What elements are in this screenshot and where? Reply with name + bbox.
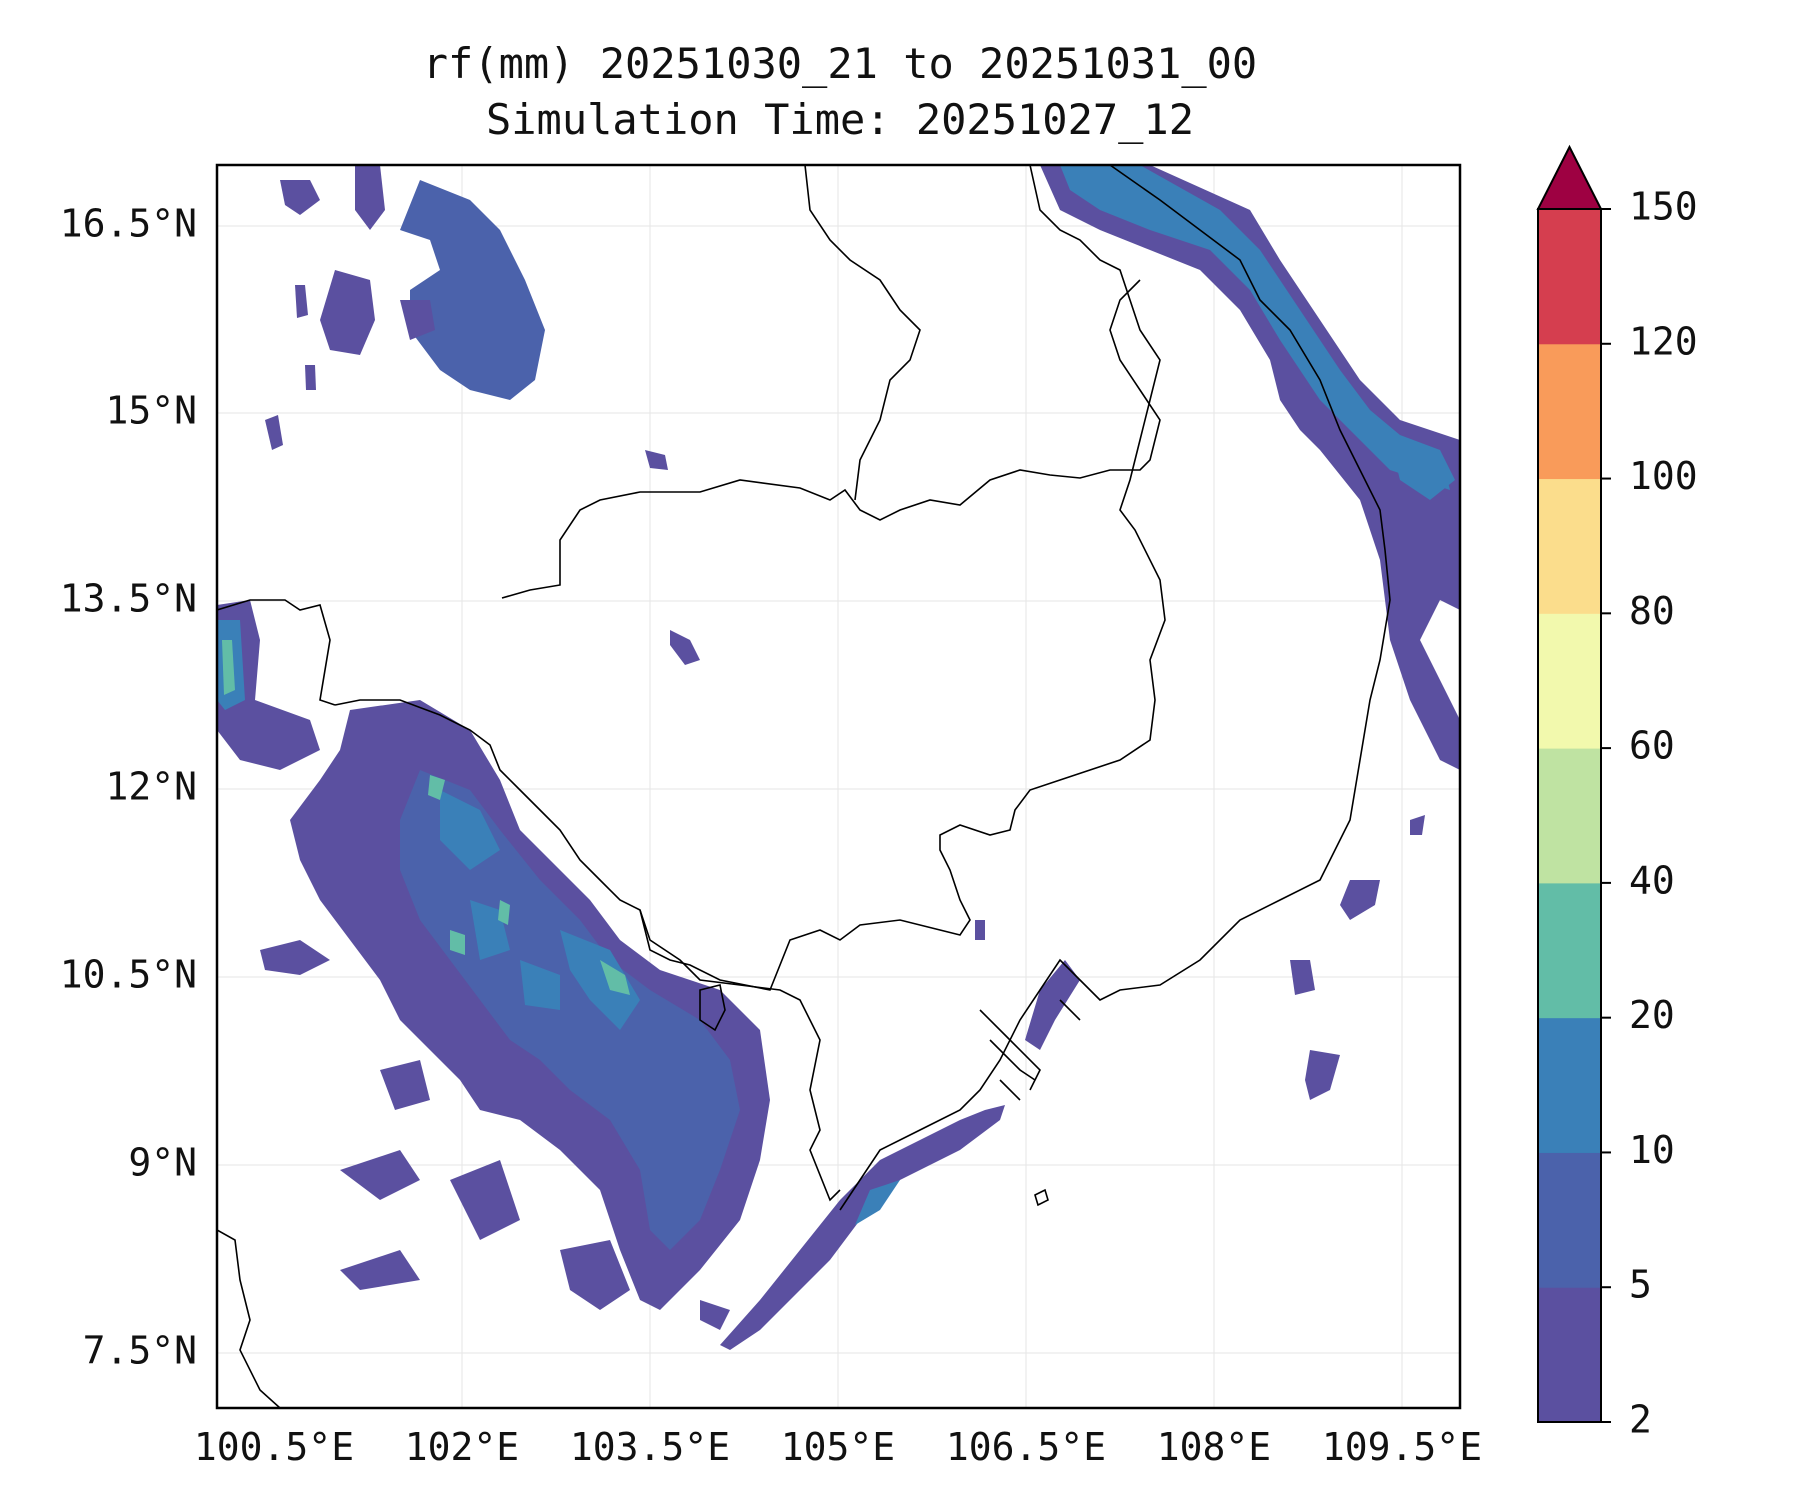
colorbar-tick-label: 80 — [1629, 589, 1675, 633]
rain-area-gulf-inner — [440, 790, 640, 1030]
coastlines-borders — [217, 165, 1391, 1408]
colorbar: 2 5 10 20 40 60 80 100 120 150 — [1536, 144, 1698, 1442]
rain-area-east-2 — [1290, 960, 1315, 995]
colorbar-band — [1538, 748, 1601, 884]
rain-area-nw-3 — [280, 180, 320, 215]
lon-tick-labels: 100.5°E 102°E 103.5°E 105°E 106.5°E 108°… — [194, 1425, 1482, 1469]
colorbar-extend-arrow — [1536, 144, 1603, 210]
map-frame — [215, 163, 1462, 1410]
thailand-west-coast — [217, 599, 336, 706]
malay-peninsula-coast — [217, 1229, 281, 1408]
lat-tick-label: 15°N — [105, 389, 197, 433]
colorbar-band — [1538, 343, 1601, 480]
rainfall-contours — [217, 165, 1460, 1350]
map-panel — [215, 163, 1462, 1410]
gridlines — [217, 165, 1460, 1408]
figure-title-line1: rf(mm) 20251030_21 to 20251031_00 — [423, 39, 1257, 88]
colorbar-band — [1538, 209, 1601, 345]
colorbar-bands — [1538, 209, 1601, 1423]
rain-area-inland-3 — [975, 920, 985, 940]
rain-area-gulf-mid — [400, 770, 740, 1250]
lat-tick-label: 7.5°N — [83, 1329, 197, 1373]
colorbar-band — [1538, 882, 1601, 1019]
rain-area-nw-2 — [320, 270, 375, 355]
lon-tick-label: 109.5°E — [1322, 1425, 1482, 1469]
rain-area-inland-2 — [645, 450, 668, 470]
rain-area-delta-coast — [720, 1105, 1005, 1350]
colorbar-band — [1538, 1287, 1601, 1423]
rain-area-nw-6 — [265, 415, 283, 450]
colorbar-tick-label: 20 — [1629, 993, 1675, 1037]
lat-tick-labels: 16.5°N 15°N 13.5°N 12°N 10.5°N 9°N 7.5°N — [60, 202, 197, 1373]
colorbar-tick-label: 60 — [1629, 724, 1675, 768]
colorbar-tick-label: 10 — [1629, 1128, 1675, 1172]
colorbar-tick-label: 150 — [1629, 185, 1698, 229]
rain-area-west-coast — [217, 600, 320, 770]
lon-tick-label: 102°E — [405, 1425, 519, 1469]
colorbar-tick-label: 100 — [1629, 454, 1698, 498]
lat-tick-label: 10.5°N — [60, 953, 197, 997]
lat-tick-label: 9°N — [128, 1141, 197, 1185]
rain-area-east-4 — [1410, 815, 1425, 835]
figure-title-line2: Simulation Time: 20251027_12 — [486, 95, 1194, 144]
colorbar-frame — [1537, 208, 1602, 1423]
vietnam-inland-border — [639, 165, 1166, 991]
colorbar-band — [1538, 613, 1601, 749]
colorbar-tick-label: 5 — [1629, 1263, 1652, 1307]
con-son-island — [1034, 1188, 1049, 1207]
lon-tick-label: 103.5°E — [570, 1425, 730, 1469]
rain-area-ne-band-inner — [1060, 165, 1450, 490]
vietnam-east-coast — [839, 165, 1391, 1211]
rain-area-east-1 — [1340, 880, 1380, 920]
rain-area-gulf-core — [428, 775, 630, 995]
lon-tick-label: 105°E — [781, 1425, 895, 1469]
rain-area-inland-1 — [670, 630, 700, 665]
rain-area-ne-inner-2 — [1390, 440, 1455, 500]
phu-quoc-island — [699, 984, 726, 1032]
lon-tick-label: 106.5°E — [946, 1425, 1106, 1469]
colorbar-tick-label: 2 — [1629, 1398, 1652, 1442]
rain-area-nw-5 — [400, 300, 435, 340]
lat-tick-label: 12°N — [105, 765, 197, 809]
rain-area-nw-1 — [400, 180, 545, 400]
lat-tick-label: 13.5°N — [60, 577, 197, 621]
rain-area-gulf-south — [560, 1240, 730, 1330]
colorbar-band — [1538, 1152, 1601, 1288]
rain-area-nw-4 — [355, 165, 385, 230]
colorbar-tick-label: 40 — [1629, 858, 1675, 902]
lon-tick-label: 100.5°E — [194, 1425, 354, 1469]
colorbar-band — [1538, 478, 1601, 614]
lon-tick-label: 108°E — [1157, 1425, 1271, 1469]
delta-rivers — [979, 999, 1081, 1101]
rain-area-delta-east — [1025, 960, 1080, 1050]
rain-area-nw-7 — [295, 285, 308, 318]
colorbar-ticks: 2 5 10 20 40 60 80 100 120 150 — [1601, 185, 1698, 1442]
cambodia-border — [501, 279, 1161, 599]
colorbar-band — [1538, 1017, 1601, 1153]
lat-tick-label: 16.5°N — [60, 202, 197, 246]
laos-border-north — [804, 165, 921, 501]
rain-area-east-3 — [1305, 1050, 1340, 1100]
rain-area-delta-coast-inner — [855, 1180, 900, 1225]
thailand-cambodia-coast — [334, 699, 841, 1202]
colorbar-tick-label: 120 — [1629, 319, 1698, 363]
rain-area-west-coast-core — [222, 640, 235, 695]
rain-area-nw-8 — [305, 365, 316, 390]
